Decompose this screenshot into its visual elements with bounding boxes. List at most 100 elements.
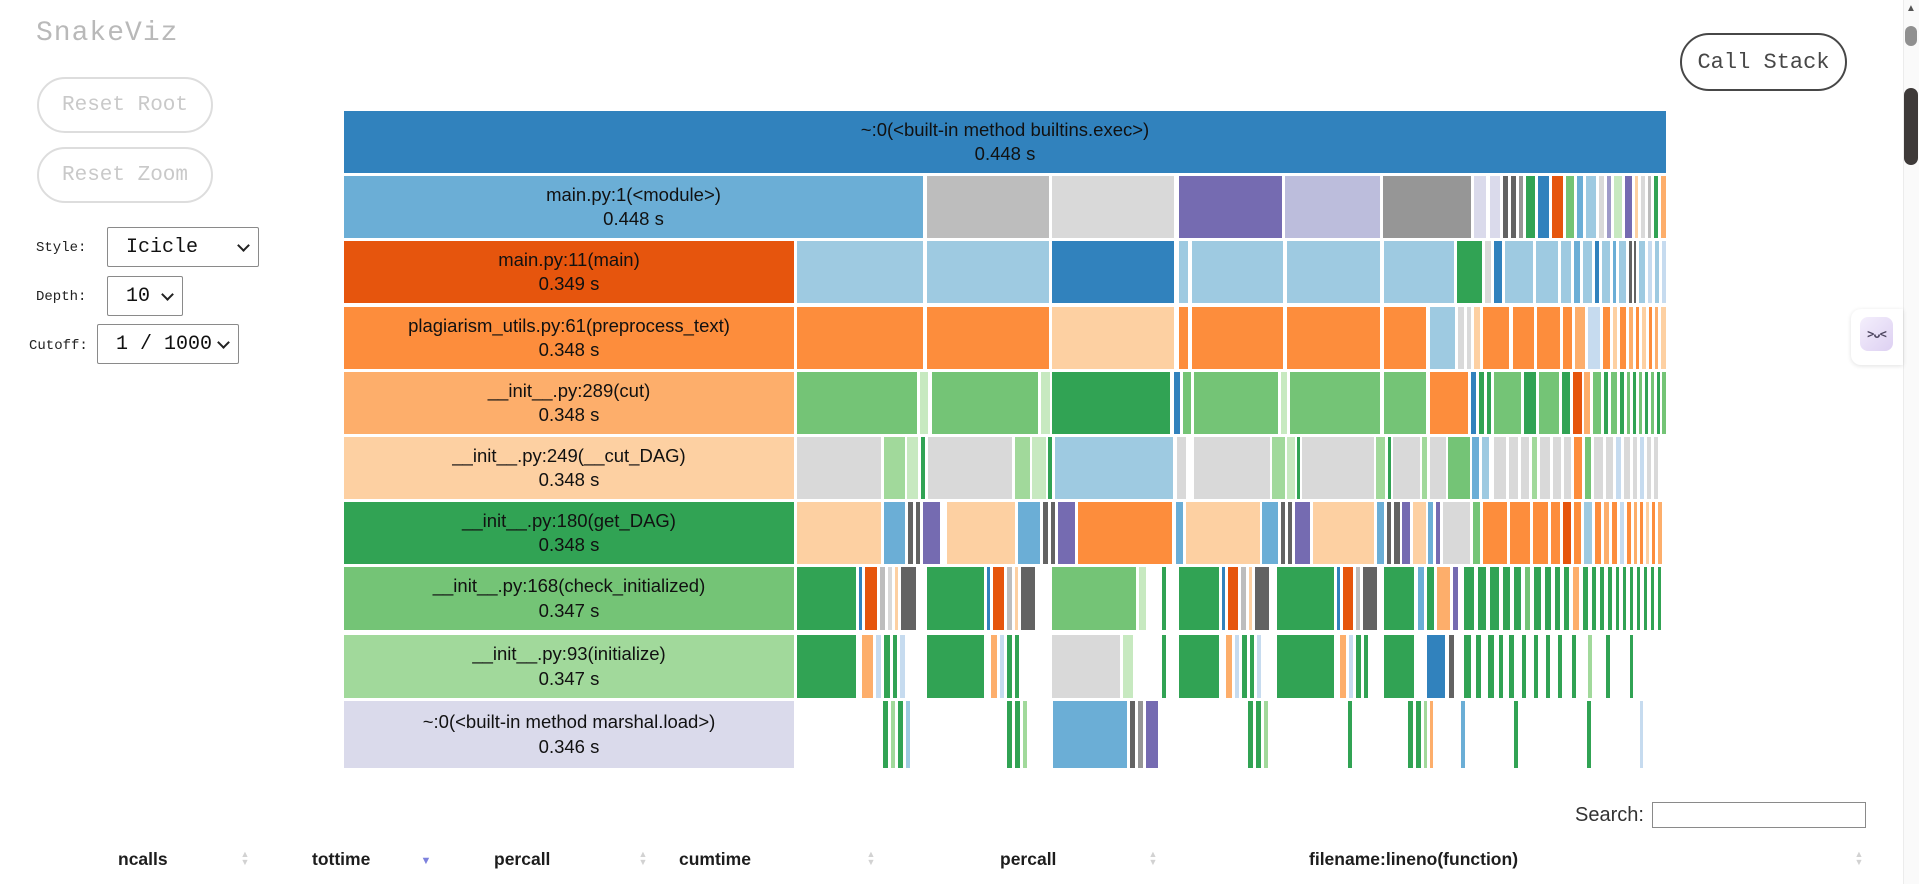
icicle-segment[interactable] [1619,241,1626,303]
icicle-segment[interactable] [1052,372,1170,434]
icicle-segment[interactable] [1642,307,1646,369]
icicle-segment[interactable] [1630,567,1633,630]
icicle-segment[interactable] [1424,701,1427,768]
icicle-segment[interactable] [1509,635,1514,698]
icicle-segment[interactable] [1256,701,1261,768]
icicle-segment[interactable] [1430,701,1433,768]
icicle-segment[interactable] [1558,635,1562,698]
icicle-segment[interactable] [1510,502,1530,564]
icicle-segment[interactable] [1587,701,1591,768]
icicle-segment[interactable] [1015,701,1020,768]
icicle-segment[interactable] [1602,241,1610,303]
icicle-segment[interactable] [1287,307,1380,369]
icicle-segment[interactable] [1007,701,1012,768]
icicle-segment[interactable]: plagiarism_utils.py:61(preprocess_text) 0… [344,307,794,369]
icicle-segment[interactable] [1356,567,1360,630]
icicle-segment[interactable] [1640,701,1643,768]
icicle-segment[interactable] [1364,635,1368,698]
icicle-segment[interactable] [1363,567,1377,630]
icicle-segment[interactable] [1608,567,1612,630]
icicle-segment[interactable] [1408,701,1413,768]
icicle-segment[interactable] [1297,437,1300,499]
icicle-segment[interactable] [1648,176,1651,238]
icicle-segment[interactable] [888,567,892,630]
icicle-segment[interactable] [916,502,920,564]
icicle-segment[interactable] [797,502,881,564]
icicle-segment[interactable] [1654,437,1658,499]
icicle-segment[interactable] [1349,635,1353,698]
icicle-segment[interactable] [927,567,984,630]
icicle-segment[interactable] [1494,437,1506,499]
icicle-segment[interactable] [1476,635,1481,698]
icicle-segment[interactable] [1573,372,1582,434]
icicle-segment[interactable] [1052,176,1174,238]
icicle-segment[interactable] [1534,567,1541,630]
sort-desc-icon[interactable]: ▼ [420,855,432,867]
icicle-segment[interactable] [1613,307,1617,369]
icicle-segment[interactable] [927,241,1049,303]
icicle-segment[interactable] [901,567,916,630]
icicle-segment[interactable] [1624,437,1630,499]
icicle-segment[interactable] [1625,176,1632,238]
icicle-segment[interactable] [1588,307,1600,369]
icicle-segment[interactable] [1043,502,1048,564]
icicle-segment[interactable] [1228,567,1238,630]
icicle-segment[interactable] [1479,372,1484,434]
icicle-segment[interactable] [907,437,918,499]
icicle-segment[interactable] [1513,307,1534,369]
icicle-segment[interactable] [1655,307,1658,369]
icicle-segment[interactable] [797,437,881,499]
icicle-segment[interactable] [927,635,984,698]
icicle-segment[interactable] [1387,502,1391,564]
icicle-segment[interactable] [1313,502,1374,564]
icicle-segment[interactable] [1388,437,1391,499]
icicle-segment[interactable] [1485,241,1491,303]
icicle-segment[interactable] [1250,635,1254,698]
icicle-segment[interactable] [1586,176,1596,238]
icicle-segment[interactable] [1052,567,1136,630]
reset-root-button[interactable]: Reset Root [37,77,213,133]
icicle-segment[interactable] [1226,635,1232,698]
icicle-segment[interactable] [1635,176,1638,238]
icicle-segment[interactable] [1285,176,1380,238]
icicle-segment[interactable] [1525,567,1530,630]
icicle-segment[interactable]: __init__.py:93(initialize) 0.347 s [344,635,794,698]
icicle-segment[interactable] [1593,372,1601,434]
icicle-segment[interactable] [1272,437,1285,499]
icicle-segment[interactable] [1490,567,1499,630]
icicle-segment[interactable] [1595,502,1601,564]
icicle-segment[interactable] [884,635,890,698]
column-header-ncalls[interactable]: ncalls [118,849,168,869]
icicle-segment[interactable] [1636,307,1639,369]
icicle-segment[interactable]: ~:0(<built-in method builtins.exec>) 0.44… [344,111,1666,173]
icicle-segment[interactable] [1255,567,1269,630]
icicle-segment[interactable] [1384,567,1414,630]
icicle-segment[interactable] [993,567,1004,630]
icicle-segment[interactable] [884,437,905,499]
icicle-segment[interactable] [1561,241,1571,303]
icicle-segment[interactable] [1661,307,1666,369]
icicle-segment[interactable] [1633,437,1637,499]
icicle-segment[interactable] [1488,635,1494,698]
icicle-segment[interactable] [797,372,917,434]
icicle-segment[interactable] [1524,372,1536,434]
icicle-segment[interactable] [1553,437,1561,499]
icicle-segment[interactable] [1384,635,1414,698]
icicle-segment[interactable] [1600,567,1604,630]
icicle-segment[interactable] [1623,567,1626,630]
icicle-segment[interactable] [1647,437,1651,499]
icicle-segment[interactable] [1651,372,1654,434]
icicle-segment[interactable] [1183,372,1191,434]
icicle-segment[interactable] [797,241,923,303]
icicle-segment[interactable] [1413,502,1426,564]
icicle-segment[interactable] [1194,372,1278,434]
icicle-segment[interactable]: ~:0(<built-in method marshal.load>) 0.346… [344,701,794,768]
icicle-segment[interactable] [1474,176,1486,238]
icicle-segment[interactable] [1640,437,1644,499]
sort-both-icon[interactable]: ▲ ▼ [240,849,250,867]
icicle-segment[interactable] [1287,241,1380,303]
depth-select[interactable]: 10 [107,276,183,316]
style-select[interactable]: Icicle [107,227,259,267]
icicle-segment[interactable] [1281,372,1287,434]
icicle-segment[interactable]: main.py:1(<module>) 0.448 s [344,176,923,238]
